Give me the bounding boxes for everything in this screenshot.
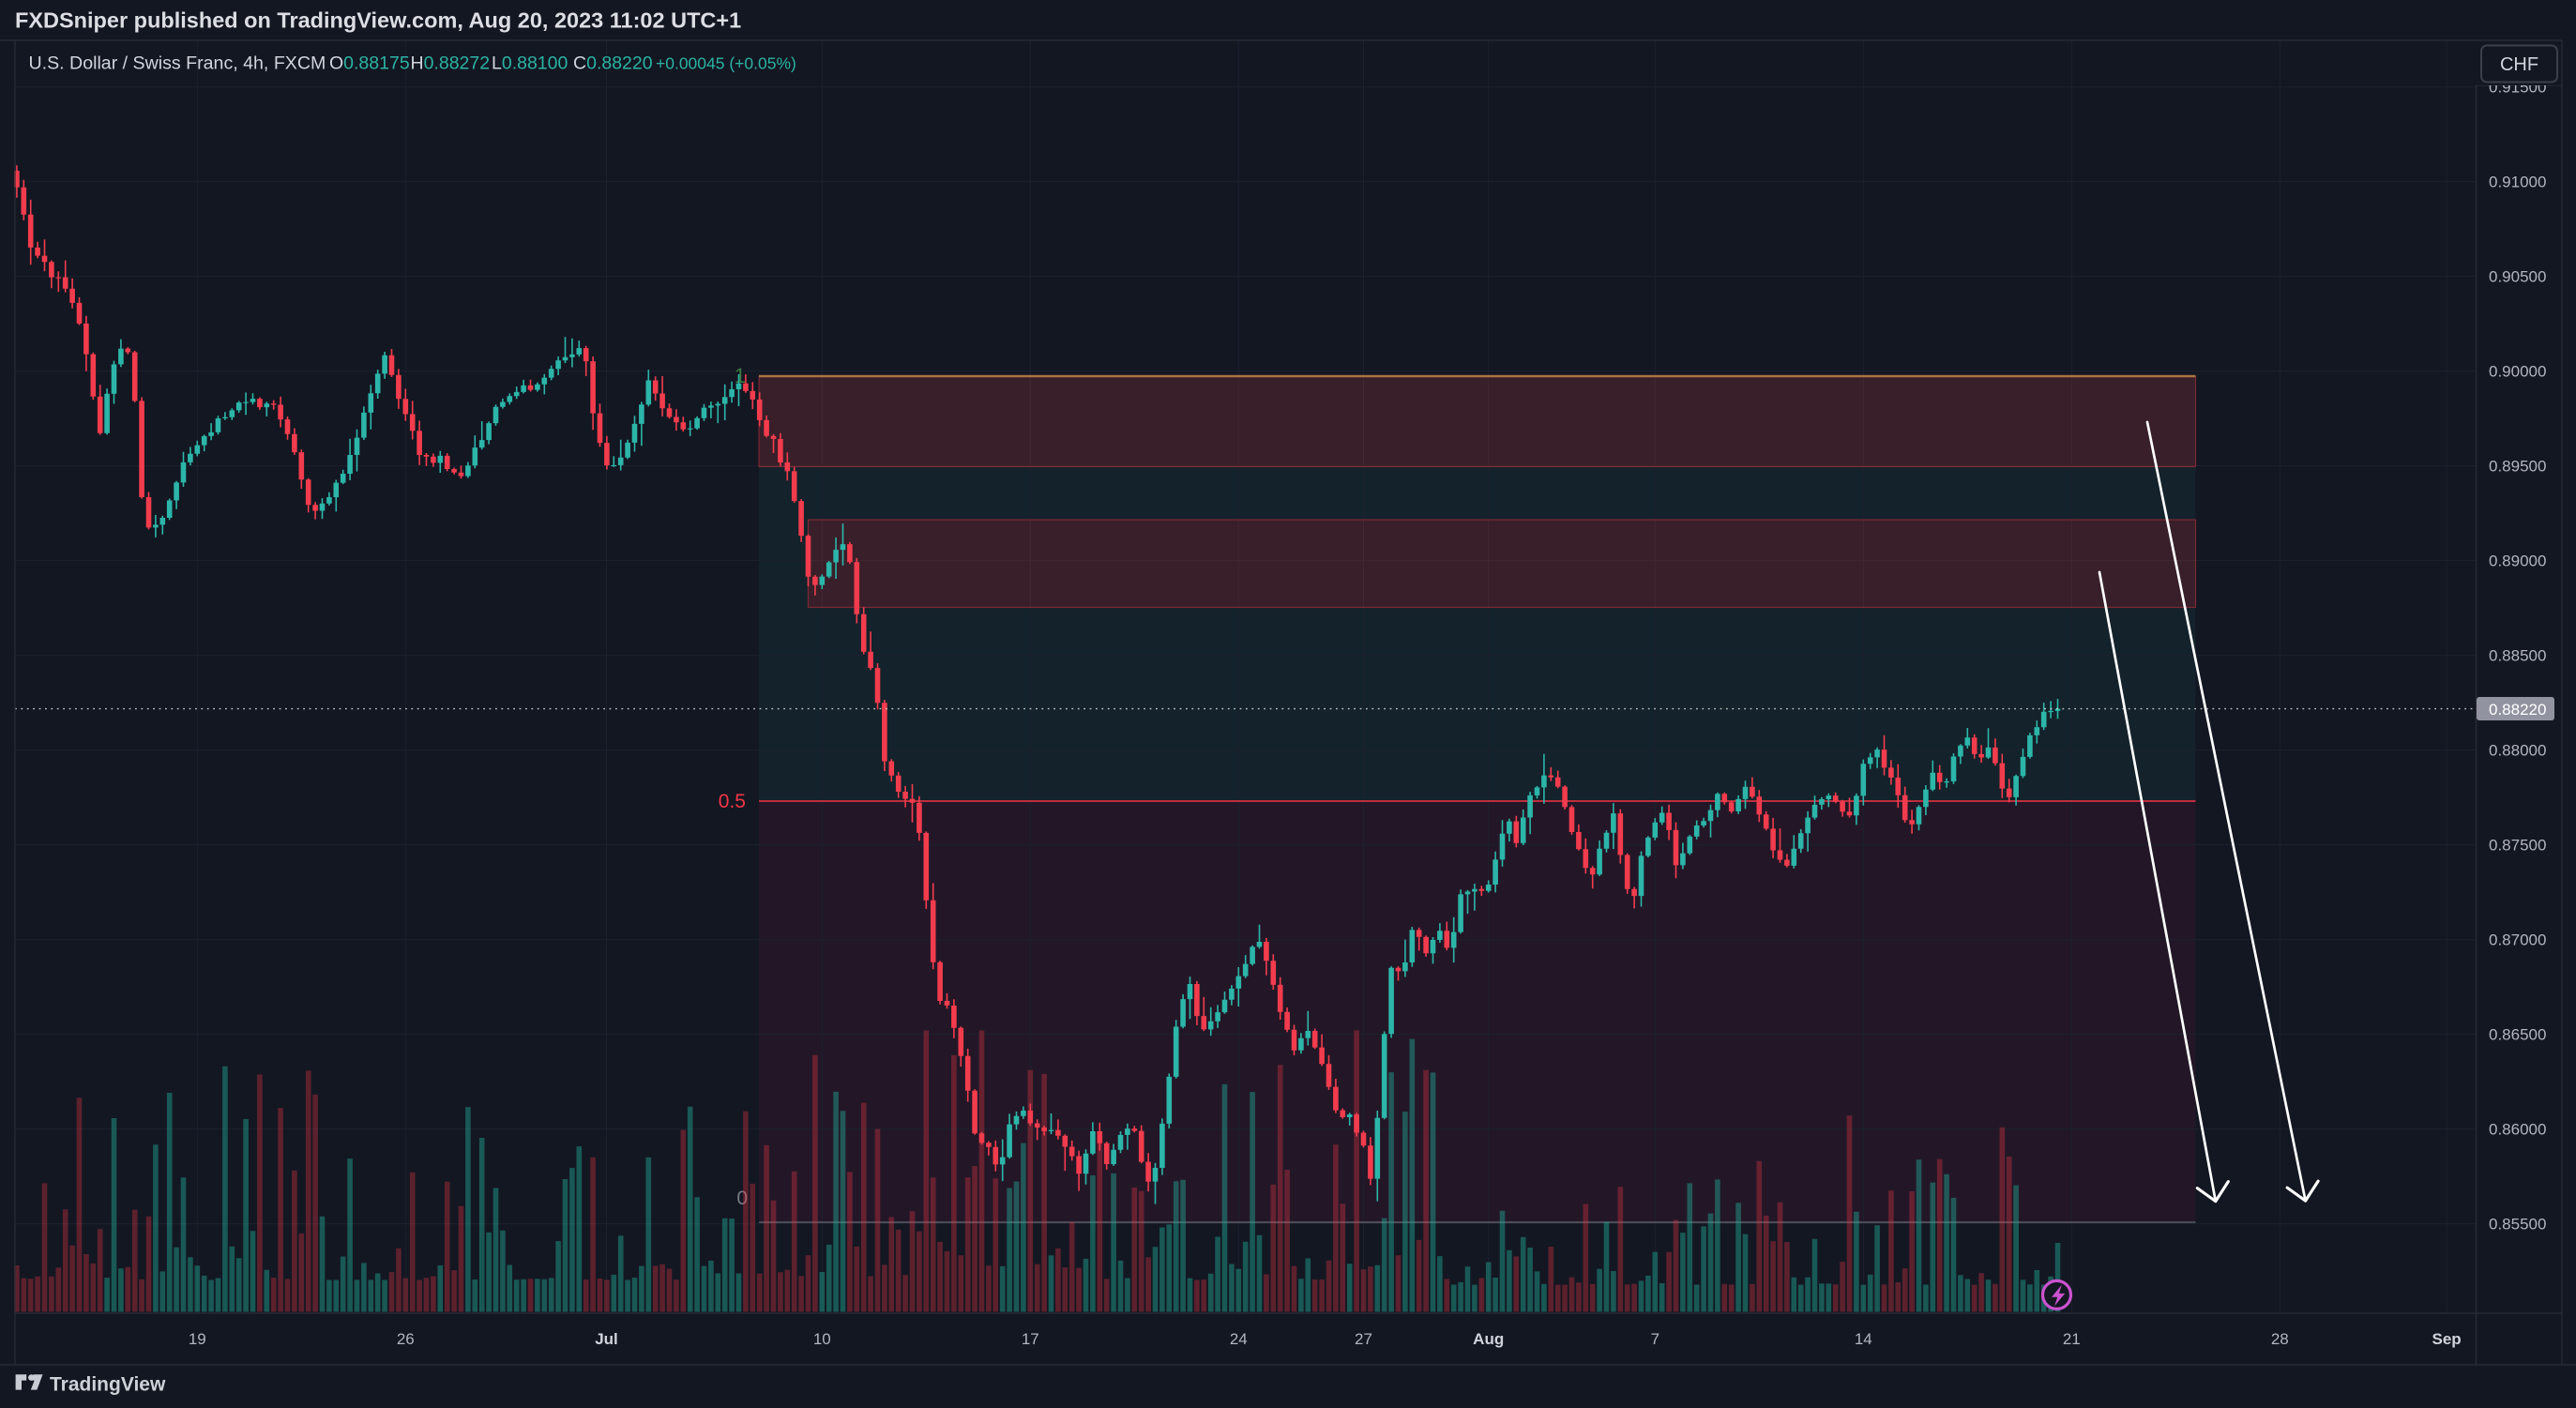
svg-text:0.88000: 0.88000 — [2489, 742, 2546, 760]
svg-text:0.91000: 0.91000 — [2489, 174, 2546, 191]
svg-text:0.88220: 0.88220 — [2489, 701, 2546, 719]
svg-text:FXDSniper published on Trading: FXDSniper published on TradingView.com, … — [15, 8, 741, 33]
svg-text:0.87500: 0.87500 — [2489, 837, 2546, 855]
svg-text:+0.00045 (+0.05%): +0.00045 (+0.05%) — [656, 54, 796, 73]
svg-text:Aug: Aug — [1473, 1330, 1504, 1348]
svg-text:0.90500: 0.90500 — [2489, 268, 2546, 286]
svg-text:CHF: CHF — [2500, 54, 2538, 75]
svg-text:0.89000: 0.89000 — [2489, 553, 2546, 570]
svg-text:C0.88220: C0.88220 — [573, 53, 653, 74]
svg-text:L0.88100: L0.88100 — [492, 53, 568, 74]
svg-text:U.S. Dollar / Swiss Franc, 4h,: U.S. Dollar / Swiss Franc, 4h, FXCM — [29, 53, 326, 74]
svg-text:27: 27 — [1355, 1330, 1372, 1348]
svg-text:0: 0 — [736, 1188, 748, 1209]
svg-text:21: 21 — [2063, 1330, 2081, 1348]
svg-text:H0.88272: H0.88272 — [411, 53, 491, 74]
svg-text:24: 24 — [1230, 1330, 1248, 1348]
svg-text:0.88500: 0.88500 — [2489, 647, 2546, 665]
svg-text:19: 19 — [189, 1330, 206, 1348]
svg-text:Jul: Jul — [595, 1330, 618, 1348]
svg-text:1: 1 — [735, 364, 746, 387]
svg-text:7: 7 — [1651, 1330, 1659, 1348]
svg-text:0.86000: 0.86000 — [2489, 1121, 2546, 1139]
svg-text:0.5: 0.5 — [719, 791, 746, 812]
svg-text:Sep: Sep — [2432, 1330, 2462, 1348]
svg-text:14: 14 — [1855, 1330, 1872, 1348]
svg-text:0.85500: 0.85500 — [2489, 1216, 2546, 1234]
svg-text:TradingView: TradingView — [50, 1374, 166, 1396]
svg-text:10: 10 — [813, 1330, 831, 1348]
svg-text:28: 28 — [2271, 1330, 2289, 1348]
svg-text:26: 26 — [397, 1330, 415, 1348]
svg-text:0.86500: 0.86500 — [2489, 1026, 2546, 1044]
svg-text:0.89500: 0.89500 — [2489, 458, 2546, 476]
svg-text:0.87000: 0.87000 — [2489, 931, 2546, 949]
svg-text:0.90000: 0.90000 — [2489, 363, 2546, 381]
svg-text:17: 17 — [1022, 1330, 1039, 1348]
svg-text:O0.88175: O0.88175 — [329, 53, 410, 74]
